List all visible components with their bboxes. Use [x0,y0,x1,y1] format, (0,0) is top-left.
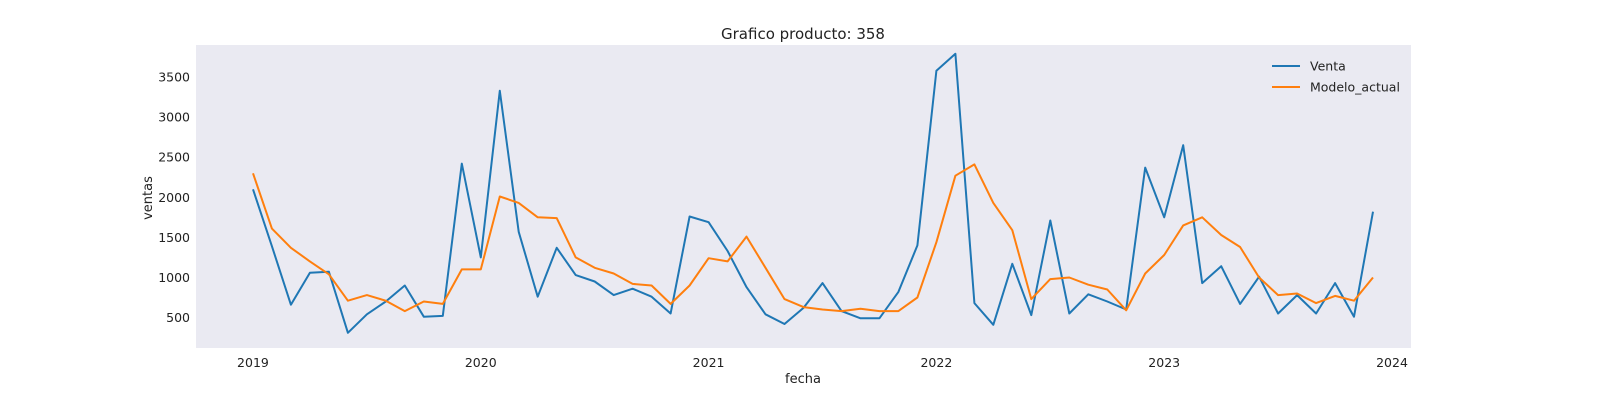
x-tick-label: 2023 [1148,355,1180,370]
legend-label: Venta [1310,59,1346,74]
y-axis-label: ventas [141,176,156,220]
y-tick-label: 1000 [158,270,190,285]
x-tick-label: 2024 [1376,355,1408,370]
series-line-modelo-actual [252,163,1374,313]
y-tick-label: 1500 [158,230,190,245]
legend: Venta Modelo_actual [1272,59,1400,95]
y-tick-label: 3000 [158,110,190,125]
x-tick-label: 2020 [465,355,497,370]
x-tick-label: 2019 [237,355,269,370]
x-axis-ticks: 2019 2020 2021 2022 2023 2024 [237,355,1408,370]
plot-area [196,45,1411,348]
legend-label: Modelo_actual [1310,80,1400,95]
y-tick-label: 3500 [158,70,190,85]
series-lines [252,52,1374,334]
series-line-venta [252,52,1374,334]
y-tick-label: 2500 [158,150,190,165]
x-tick-label: 2022 [920,355,952,370]
x-tick-label: 2021 [693,355,725,370]
y-tick-label: 2000 [158,190,190,205]
x-axis-label: fecha [785,372,821,387]
y-axis-ticks: 500 1000 1500 2000 2500 3000 3500 [158,70,190,325]
y-tick-label: 500 [166,310,190,325]
chart-title: Grafico producto: 358 [721,25,885,43]
